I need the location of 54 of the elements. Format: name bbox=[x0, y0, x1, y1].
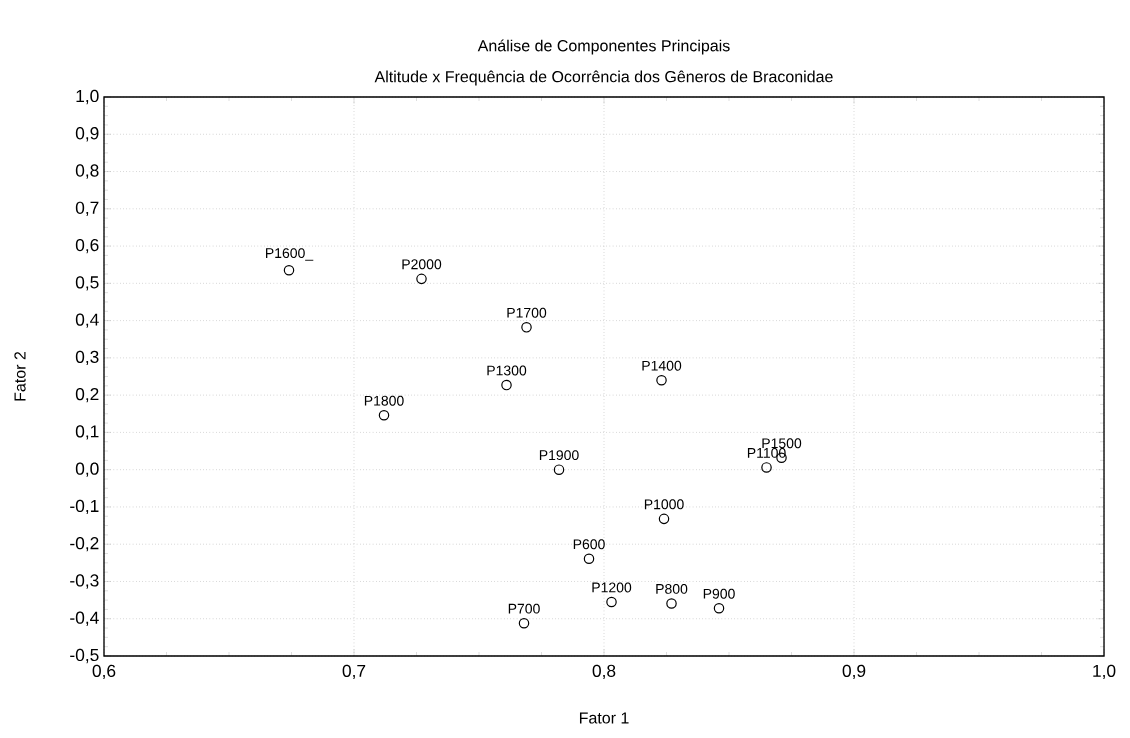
y-tick-label: -0,5 bbox=[70, 648, 99, 664]
y-tick-label: 0,1 bbox=[75, 425, 99, 440]
chart-title: Análise de Componentes Principais bbox=[477, 39, 730, 55]
y-tick-label: -0,2 bbox=[70, 537, 99, 552]
y-tick-label: 0,4 bbox=[75, 313, 99, 328]
x-tick-label: 0,8 bbox=[592, 664, 616, 680]
point bbox=[283, 265, 295, 276]
y-tick-label: 0,9 bbox=[75, 127, 99, 142]
annotation: P1400 bbox=[642, 360, 682, 371]
x-tick-label: 0,9 bbox=[842, 664, 866, 680]
point bbox=[713, 603, 725, 614]
point bbox=[501, 379, 512, 391]
annotation: P1300 bbox=[487, 365, 527, 376]
point bbox=[761, 462, 772, 473]
chart-subtitle: Altitude x Frequência de Ocorrência dos Gêneros de Braconidae bbox=[374, 70, 833, 86]
annotation: P1500 bbox=[762, 438, 802, 449]
annotation: P1800 bbox=[364, 395, 404, 406]
point bbox=[518, 617, 530, 629]
x-tick-label: 1,0 bbox=[1093, 664, 1116, 680]
annotation: P1900 bbox=[539, 450, 579, 461]
y-tick-label: 0,6 bbox=[75, 238, 99, 254]
annotation: P1100 bbox=[747, 447, 786, 458]
annotation: P900 bbox=[703, 588, 735, 599]
point bbox=[658, 513, 670, 525]
y-tick-label: 0,3 bbox=[75, 350, 99, 366]
annotation: P2000 bbox=[402, 259, 442, 270]
y-tick-label: 0,5 bbox=[75, 276, 99, 291]
point bbox=[656, 374, 667, 386]
point bbox=[378, 410, 390, 421]
y-tick-label: 0,7 bbox=[75, 201, 99, 216]
y-tick-label: -0,3 bbox=[70, 574, 99, 589]
annotation: P800 bbox=[656, 583, 688, 594]
point bbox=[416, 273, 427, 285]
y-tick-label: 0,8 bbox=[75, 164, 99, 179]
point bbox=[666, 598, 677, 609]
annotation: P600 bbox=[573, 539, 605, 550]
annotation: P1700 bbox=[507, 307, 547, 318]
point bbox=[606, 596, 617, 608]
y-tick-label: 1,0 bbox=[76, 89, 99, 105]
annotation: P1200 bbox=[592, 582, 632, 593]
y-axis-title: Fator 2 bbox=[14, 351, 26, 401]
point bbox=[553, 464, 565, 475]
x-tick-label: 0,6 bbox=[92, 664, 116, 680]
point bbox=[583, 553, 595, 565]
x-axis-title: Fator 1 bbox=[579, 712, 629, 724]
annotation: P1000 bbox=[644, 499, 684, 510]
annotation: P700 bbox=[508, 603, 540, 614]
y-tick-label: 0,2 bbox=[75, 387, 99, 403]
y-tick-label: -0,1 bbox=[70, 499, 99, 515]
y-tick-label: 0,0 bbox=[75, 462, 99, 477]
point bbox=[521, 322, 532, 333]
y-tick-label: -0,4 bbox=[70, 611, 99, 626]
annotation: P1600_ bbox=[266, 248, 314, 261]
x-tick-label: 0,7 bbox=[342, 664, 366, 680]
